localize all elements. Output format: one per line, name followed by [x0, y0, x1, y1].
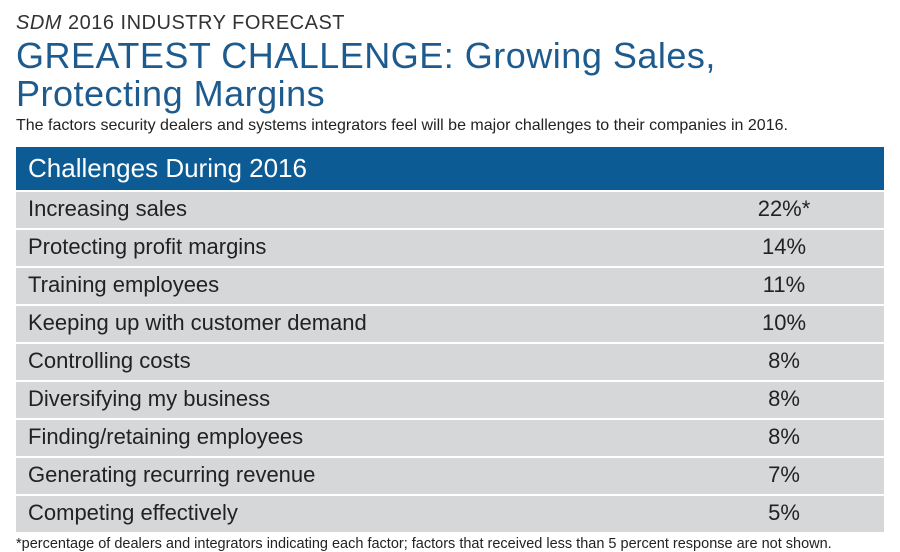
table-header-value — [684, 147, 884, 190]
row-label: Competing effectively — [16, 496, 684, 532]
table-row: Protecting profit margins14% — [16, 230, 884, 266]
table-row: Keeping up with customer demand10% — [16, 306, 884, 342]
table-row: Competing effectively5% — [16, 496, 884, 532]
footnote: *percentage of dealers and integrators i… — [16, 536, 884, 552]
table-header-label: Challenges During 2016 — [16, 147, 684, 190]
row-label: Controlling costs — [16, 344, 684, 380]
overline-text: SDM 2016 INDUSTRY FORECAST — [16, 12, 884, 35]
overline-brand: SDM — [16, 12, 62, 34]
row-label: Increasing sales — [16, 192, 684, 228]
row-value: 11% — [684, 268, 884, 304]
table-row: Training employees11% — [16, 268, 884, 304]
row-value: 8% — [684, 344, 884, 380]
overline-rest: 2016 INDUSTRY FORECAST — [62, 12, 345, 34]
table-header-row: Challenges During 2016 — [16, 147, 884, 190]
row-value: 10% — [684, 306, 884, 342]
row-label: Finding/retaining employees — [16, 420, 684, 456]
table-row: Finding/retaining employees8% — [16, 420, 884, 456]
row-label: Generating recurring revenue — [16, 458, 684, 494]
row-value: 8% — [684, 420, 884, 456]
row-value: 8% — [684, 382, 884, 418]
subhead: The factors security dealers and systems… — [16, 117, 884, 135]
row-value: 22%* — [684, 192, 884, 228]
row-label: Diversifying my business — [16, 382, 684, 418]
headline: GREATEST CHALLENGE: Growing Sales, Prote… — [16, 37, 884, 113]
row-label: Keeping up with customer demand — [16, 306, 684, 342]
row-label: Protecting profit margins — [16, 230, 684, 266]
table-row: Diversifying my business8% — [16, 382, 884, 418]
row-value: 14% — [684, 230, 884, 266]
table-body: Increasing sales22%*Protecting profit ma… — [16, 192, 884, 532]
table-row: Increasing sales22%* — [16, 192, 884, 228]
row-label: Training employees — [16, 268, 684, 304]
row-value: 5% — [684, 496, 884, 532]
table-row: Controlling costs8% — [16, 344, 884, 380]
table-row: Generating recurring revenue7% — [16, 458, 884, 494]
challenges-table: Challenges During 2016 Increasing sales2… — [16, 145, 884, 534]
row-value: 7% — [684, 458, 884, 494]
